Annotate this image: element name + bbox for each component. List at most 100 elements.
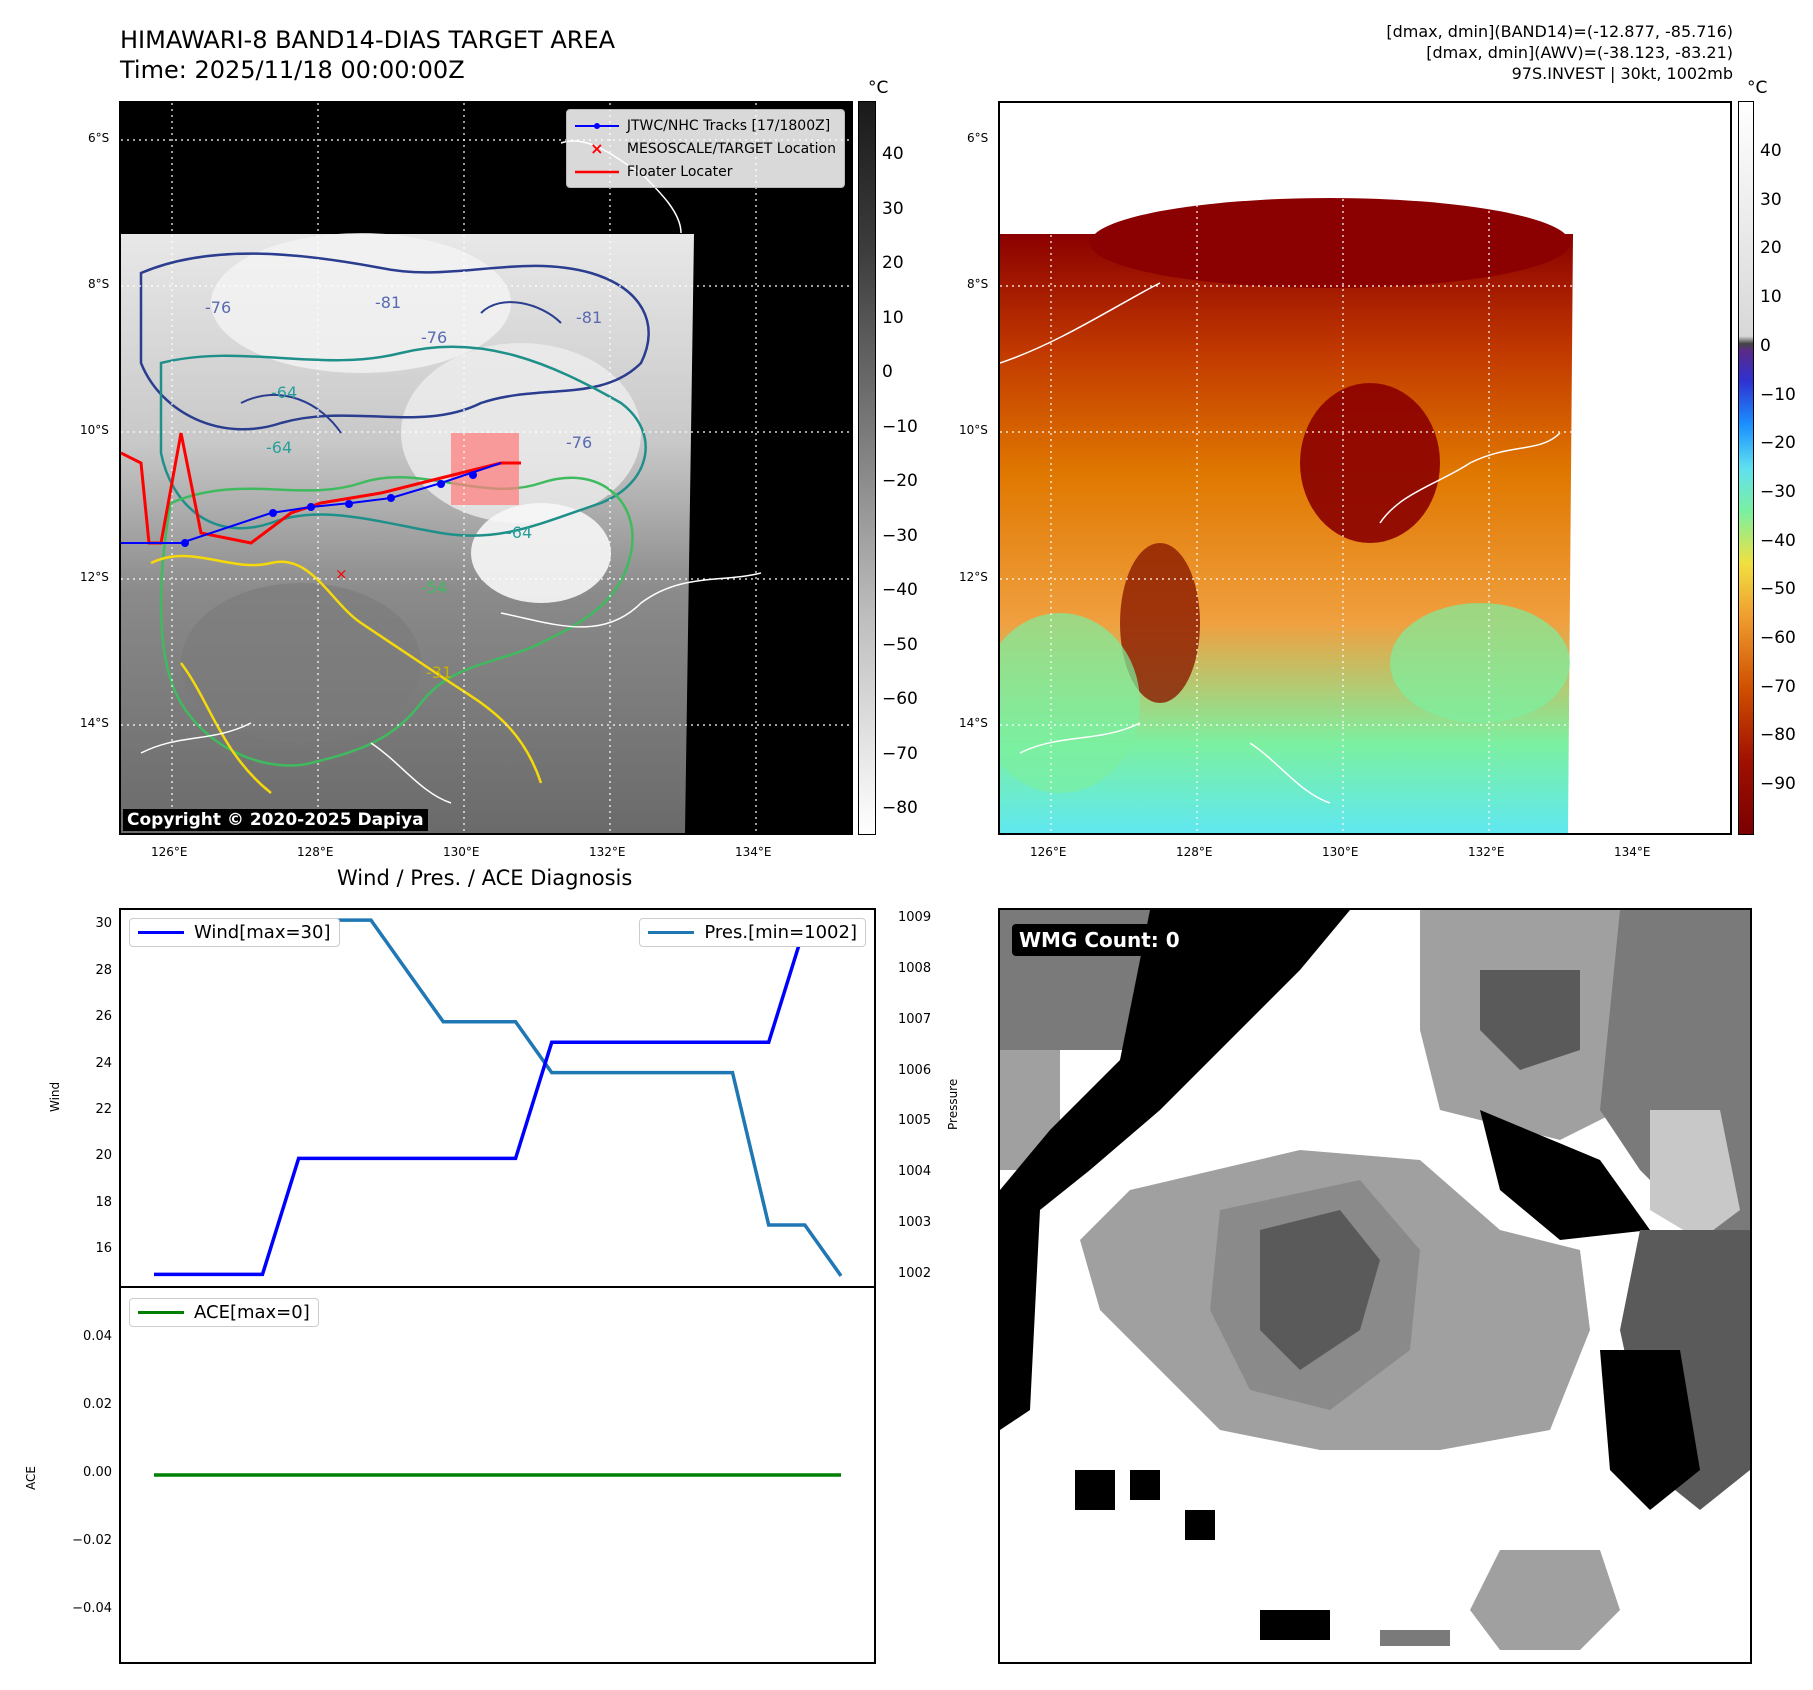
colorbar-tick: 40 — [882, 144, 904, 164]
ace-panel: ACE[max=0] — [119, 1286, 876, 1664]
colorbar-tick: −50 — [1760, 579, 1796, 600]
ir-map-image: × — [121, 103, 851, 833]
awv-colorbar — [1738, 101, 1754, 835]
colorbar-tick: −70 — [1760, 676, 1796, 697]
wind-series-line — [154, 924, 841, 1277]
colorbar-tick: −60 — [882, 689, 918, 709]
axis-tick: 26 — [95, 1009, 112, 1025]
lon-label: 134°E — [1614, 845, 1651, 859]
lat-label: 6°S — [967, 131, 989, 145]
axis-tick: 1009 — [898, 910, 932, 926]
contour-label: -31 — [426, 663, 453, 682]
figure-time: Time: 2025/11/18 00:00:00Z — [120, 56, 465, 84]
axis-tick: 28 — [95, 962, 112, 978]
lon-label: 132°E — [589, 845, 626, 859]
lat-label: 10°S — [80, 423, 109, 437]
map-legend: JTWC/NHC Tracks [17/1800Z] × MESOSCALE/T… — [565, 109, 845, 188]
axis-tick: 1006 — [898, 1062, 932, 1078]
contour-label: -76 — [566, 433, 593, 452]
axis-tick: 18 — [95, 1194, 112, 1210]
colorbar-tick: 20 — [882, 253, 904, 273]
gray-colorbar — [858, 101, 876, 835]
ace-plot — [154, 1473, 841, 1477]
colorbar-tick: −40 — [1760, 530, 1796, 551]
axis-tick: 16 — [95, 1241, 112, 1257]
awv-map-panel — [998, 101, 1732, 835]
axis-tick: 0.02 — [83, 1397, 112, 1412]
colorbar-unit: °C — [1747, 78, 1768, 98]
colorbar-tick: 30 — [1760, 189, 1782, 210]
wind-pres-panel: Wind[max=30] Pres.[min=1002] — [119, 908, 876, 1287]
lat-label: 10°S — [959, 423, 988, 437]
contour-label: -54 — [421, 578, 448, 597]
copyright-label: Copyright © 2020-2025 Dapiya — [123, 809, 428, 831]
axis-tick: 22 — [95, 1101, 112, 1117]
legend-ace: ACE[max=0] — [129, 1298, 319, 1327]
colorbar-tick: 10 — [882, 307, 904, 328]
contour-label: -76 — [205, 298, 232, 317]
info-awv: [dmax, dmin](AWV)=(-38.123, -83.21) — [1426, 43, 1733, 62]
contour-label: -64 — [266, 438, 293, 457]
lat-label: 12°S — [80, 570, 109, 584]
wmg-image — [1000, 910, 1750, 1650]
axis-tick: −0.02 — [72, 1533, 112, 1548]
axis-tick: 1008 — [898, 960, 932, 976]
colorbar-tick: −80 — [882, 798, 918, 818]
legend-item-target: × MESOSCALE/TARGET Location — [590, 139, 836, 158]
diagnosis-title: Wind / Pres. / ACE Diagnosis — [337, 866, 633, 890]
wind-axis-label: Wind — [48, 1081, 62, 1112]
lat-label: 14°S — [80, 716, 109, 730]
info-storm: 97S.INVEST | 30kt, 1002mb — [1511, 64, 1733, 83]
lon-label: 130°E — [1322, 845, 1359, 859]
wmg-count-badge: WMG Count: 0 — [1012, 924, 1187, 956]
colorbar-tick: 20 — [1760, 238, 1782, 259]
lon-label: 132°E — [1468, 845, 1505, 859]
lat-label: 14°S — [959, 716, 988, 730]
colorbar-tick: −70 — [882, 743, 918, 764]
contour-label: -81 — [375, 293, 402, 312]
figure-title: HIMAWARI-8 BAND14-DIAS TARGET AREA — [120, 26, 616, 54]
lat-label: 8°S — [88, 277, 110, 291]
colorbar-tick: −10 — [882, 416, 918, 437]
lon-label: 126°E — [1030, 845, 1067, 859]
lat-label: 8°S — [967, 277, 989, 291]
colorbar-tick: −40 — [882, 580, 918, 600]
lon-label: 130°E — [443, 845, 480, 859]
contour-label: -64 — [506, 523, 533, 542]
axis-tick: 24 — [95, 1055, 112, 1071]
axis-tick: 1002 — [898, 1265, 932, 1281]
colorbar-tick: 0 — [1760, 335, 1771, 356]
lat-label: 6°S — [88, 131, 110, 145]
lon-label: 128°E — [297, 845, 334, 859]
lon-label: 128°E — [1176, 845, 1213, 859]
contour-label: -76 — [421, 328, 448, 347]
contour-label: -64 — [271, 383, 298, 402]
lat-label: 12°S — [959, 570, 988, 584]
colorbar-tick: 10 — [1760, 287, 1782, 308]
colorbar-tick: 30 — [882, 198, 904, 219]
colorbar-tick: 0 — [882, 362, 893, 382]
pressure-axis-label: Pressure — [946, 1078, 960, 1130]
svg-text:×: × — [335, 565, 348, 583]
pressure-series-line — [154, 918, 843, 1277]
legend-item-tracks: JTWC/NHC Tracks [17/1800Z] — [574, 114, 836, 137]
colorbar-tick: −20 — [1760, 433, 1796, 454]
axis-tick: 1005 — [898, 1113, 932, 1129]
colorbar-tick: −20 — [882, 471, 918, 491]
axis-tick: −0.04 — [72, 1601, 112, 1616]
ir-map-panel: × -76 -81 -81 -76 -64 -64 -76 -64 -54 -3… — [119, 101, 853, 835]
axis-tick: 1007 — [898, 1011, 932, 1027]
axis-tick: 0.04 — [83, 1329, 112, 1344]
colorbar-tick: −60 — [1760, 628, 1796, 648]
awv-map-image — [1000, 103, 1730, 833]
lon-label: 126°E — [151, 845, 188, 859]
axis-tick: 20 — [95, 1148, 112, 1164]
colorbar-tick: −80 — [1760, 725, 1796, 746]
wind-pres-plot — [154, 918, 843, 1277]
legend-item-floater: Floater Locater — [574, 163, 733, 180]
colorbar-tick: −30 — [882, 525, 918, 546]
axis-tick: 0.00 — [83, 1465, 112, 1480]
lon-label: 134°E — [735, 845, 772, 859]
colorbar-tick: 40 — [1760, 141, 1782, 161]
contour-label: -81 — [576, 308, 603, 327]
